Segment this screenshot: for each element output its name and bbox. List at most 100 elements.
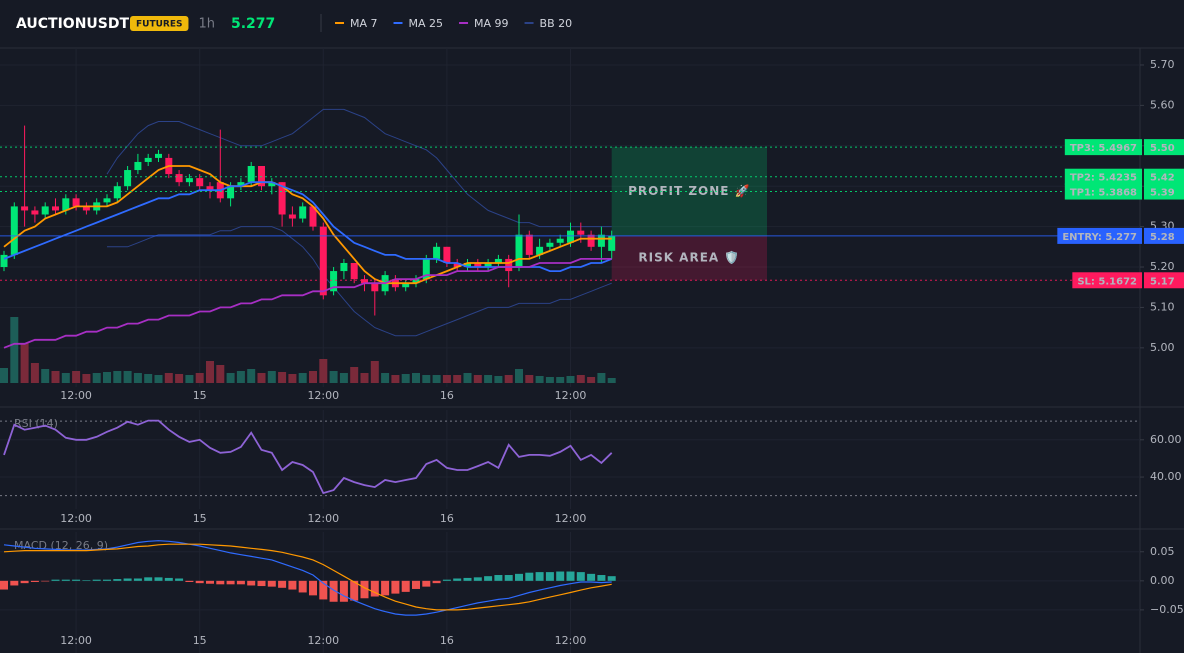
volume-bar [51, 371, 60, 383]
candle-body [155, 153, 162, 158]
bollinger-band [106, 108, 612, 228]
candle-body [103, 198, 111, 203]
volume-bar [412, 373, 420, 383]
candle-body [525, 234, 533, 255]
histogram-bar [350, 580, 359, 601]
histogram-bar [401, 580, 410, 592]
candle-body [288, 214, 296, 219]
candle-body [464, 262, 471, 268]
y-tick-label: 60.00 [1150, 433, 1182, 446]
volume-bar [288, 374, 297, 383]
volume-bar [484, 375, 493, 383]
histogram-bar [370, 580, 379, 597]
histogram-bar [267, 580, 276, 587]
interval: 1h [198, 17, 215, 32]
volume-bar [370, 361, 379, 383]
histogram-bar [329, 580, 338, 602]
candle-body [546, 242, 554, 247]
x-tick-label: 16 [440, 512, 454, 525]
candle-body [31, 210, 39, 215]
legend-label: BB 20 [540, 17, 573, 30]
histogram-bar [422, 580, 431, 587]
volume-bar [607, 378, 616, 383]
volume-bar [92, 373, 101, 383]
volume-bar [442, 375, 451, 383]
candle-body [72, 198, 80, 207]
candle-body [443, 246, 451, 263]
histogram-bar [154, 577, 163, 581]
volume-bar [226, 373, 235, 383]
x-tick-label: 12:00 [60, 512, 92, 525]
candle-body [82, 206, 90, 211]
volume-bar [154, 375, 163, 383]
histogram-bar [535, 572, 544, 581]
histogram-bar [576, 572, 585, 581]
y-tick-label: 5.20 [1150, 260, 1175, 273]
histogram-bar [556, 571, 565, 581]
histogram-bar [309, 580, 317, 596]
badge-background [130, 16, 189, 31]
candle-body [227, 186, 235, 199]
axis-price-label: 5.28 [1150, 232, 1175, 243]
symbol: AUCTIONUSDT [16, 16, 129, 32]
histogram-bar [473, 577, 482, 581]
histogram-bar [463, 577, 472, 581]
x-tick-label: 16 [440, 389, 454, 402]
x-tick-label: 12:00 [555, 634, 587, 647]
x-tick-label: 12:00 [307, 512, 339, 525]
volume-bar [175, 374, 184, 383]
candle-body [258, 165, 265, 187]
bollinger-band [107, 226, 612, 337]
candle-body [175, 174, 183, 183]
volume-bar [473, 375, 482, 383]
volume-bar [164, 373, 173, 383]
y-tick-label: 0.05 [1150, 545, 1175, 558]
candle-body [52, 206, 59, 211]
volume-bar [360, 373, 369, 383]
level-label: TP2: 5.4235 [1070, 173, 1137, 184]
x-tick-label: 15 [193, 389, 207, 402]
volume-bar [401, 374, 410, 383]
histogram-bar [92, 579, 101, 581]
volume-bar [339, 373, 348, 383]
volume-bar [20, 343, 29, 383]
volume-bar [10, 317, 19, 383]
candle-body [340, 262, 348, 272]
candle-body [247, 165, 255, 183]
candle-body [597, 234, 605, 247]
candle-body [237, 182, 245, 187]
candle-body [556, 238, 564, 243]
candle-body [494, 258, 502, 263]
candle-body [185, 178, 193, 183]
x-tick-label: 16 [440, 634, 454, 647]
volume-bar [195, 373, 204, 383]
histogram-bar [0, 580, 8, 590]
candle-body [268, 182, 276, 187]
y-tick-label: 5.60 [1150, 98, 1175, 111]
histogram-bar [607, 576, 616, 581]
x-tick-label: 12:00 [307, 389, 339, 402]
x-tick-label: 12:00 [555, 389, 587, 402]
volume-bar [123, 371, 132, 383]
histogram-bar [288, 580, 297, 590]
x-tick-label: 15 [193, 634, 207, 647]
x-tick-label: 12:00 [555, 512, 587, 525]
candle-body [505, 258, 513, 272]
volume-bar [463, 373, 472, 383]
histogram-bar [381, 580, 390, 596]
histogram-bar [432, 580, 441, 584]
volume-bar [257, 373, 266, 383]
zone [611, 235, 767, 281]
histogram-bar [587, 573, 596, 581]
volume-bar [597, 373, 606, 383]
volume-bar [525, 375, 534, 383]
legend-label: MA 99 [474, 17, 509, 30]
moving-average [3, 258, 612, 349]
volume-bar [545, 377, 554, 383]
candle-body [10, 206, 18, 255]
volume-bar [576, 375, 585, 383]
volume-bar [0, 368, 8, 383]
